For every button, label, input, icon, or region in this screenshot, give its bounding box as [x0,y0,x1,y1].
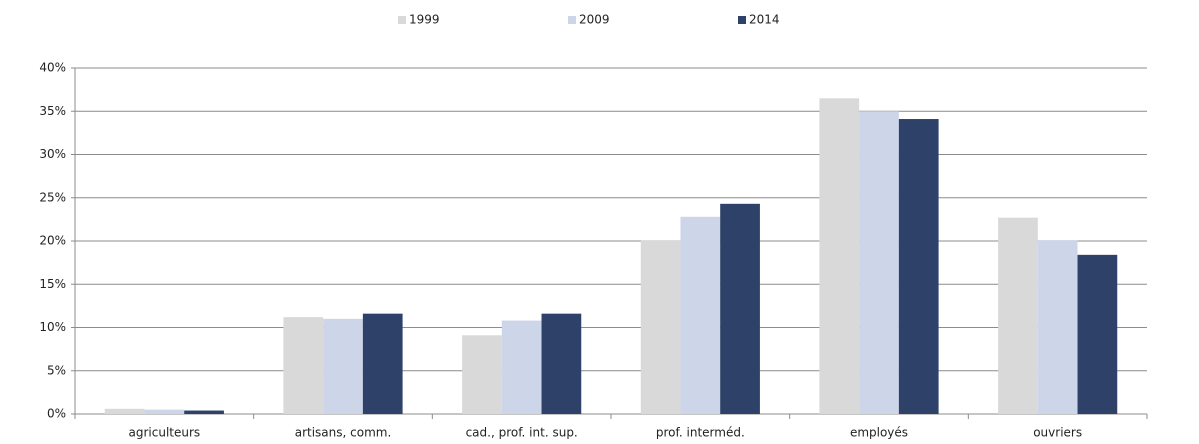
bar [184,410,224,414]
legend-swatch [398,16,406,24]
bar [720,203,760,414]
bar [898,119,939,414]
bar [640,240,681,414]
bar [323,318,363,414]
y-tick-label: 5% [47,363,66,377]
y-tick-label: 25% [39,190,66,204]
bar [362,313,403,414]
y-tick-label: 10% [39,320,66,334]
bar [859,111,899,414]
bar [541,313,582,414]
legend-label: 2009 [579,13,610,27]
x-tick-label: agriculteurs [129,426,201,440]
legend-label: 1999 [409,13,440,27]
legend-swatch [738,16,746,24]
y-tick-label: 20% [39,234,66,248]
bar [1037,240,1078,414]
x-tick-label: ouvriers [1033,426,1082,440]
y-tick-label: 15% [39,277,66,291]
bar [104,408,145,414]
bar [462,335,502,414]
bar [501,320,542,414]
bar [283,317,324,414]
bar [680,216,721,414]
legend-label: 2014 [749,13,780,27]
x-tick-label: prof. interméd. [656,426,745,440]
x-tick-label: cad., prof. int. sup. [466,426,578,440]
bar [144,409,185,414]
y-tick-label: 40% [39,61,66,75]
bar [1077,254,1118,414]
y-tick-label: 35% [39,104,66,118]
bar [998,217,1038,414]
y-tick-label: 0% [47,407,66,421]
bar [819,98,860,415]
x-tick-label: artisans, comm. [295,426,392,440]
legend-swatch [568,16,576,24]
x-tick-label: employés [850,426,908,440]
y-tick-label: 30% [39,147,66,161]
